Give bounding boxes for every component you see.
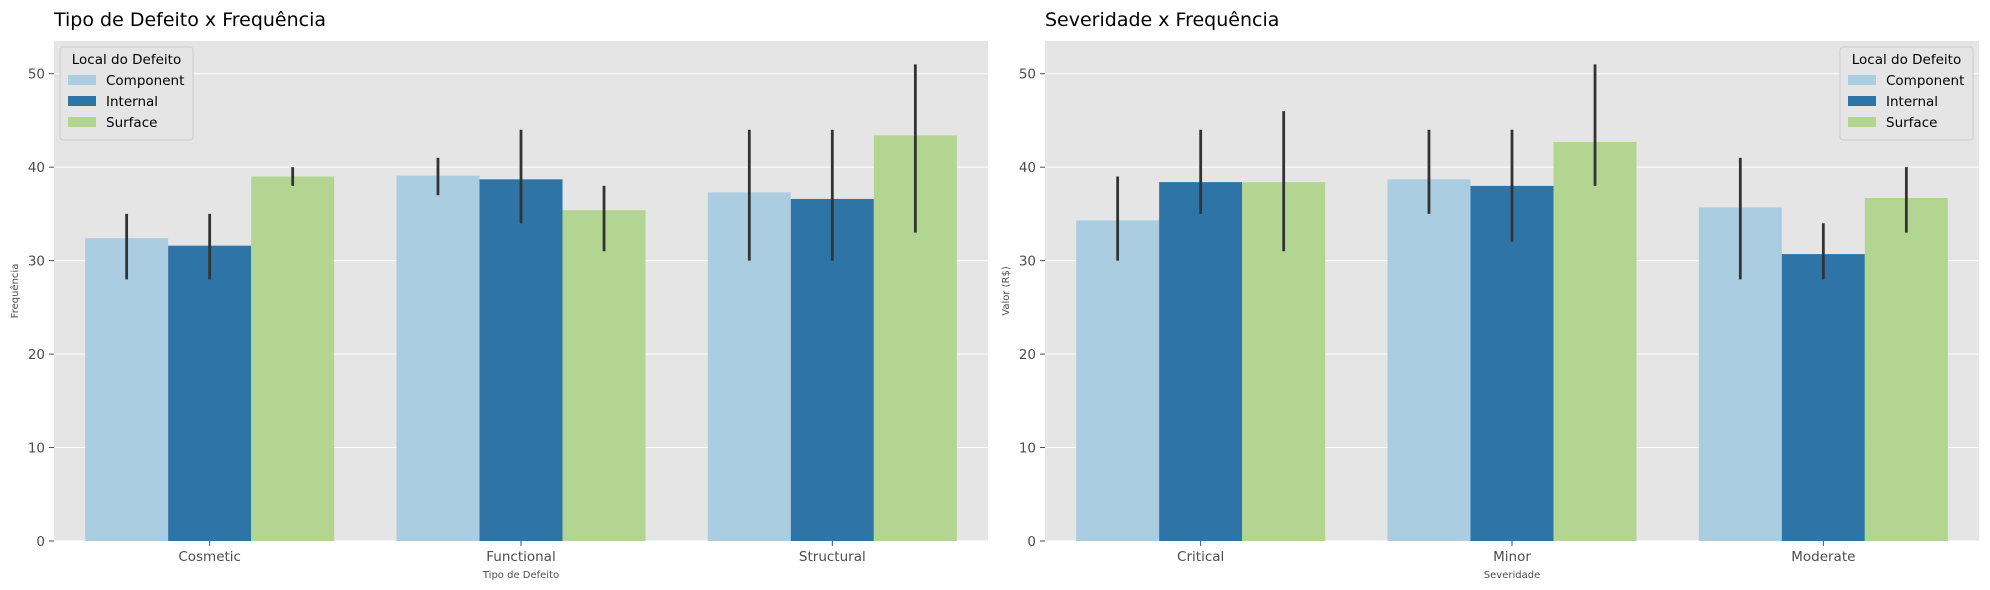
- legend-title: Local do Defeito: [72, 52, 181, 68]
- x-tick-label: Critical: [1177, 549, 1224, 565]
- legend-swatch-surface: [1848, 117, 1876, 127]
- y-tick-label: 0: [36, 534, 45, 550]
- legend-label-internal: Internal: [106, 94, 158, 110]
- y-axis-label: Frequência: [9, 264, 21, 319]
- y-tick-label: 20: [28, 347, 45, 363]
- bar-internal-functional: [479, 179, 563, 542]
- x-tick-label: Cosmetic: [178, 549, 241, 565]
- y-tick-label: 50: [1019, 67, 1036, 83]
- legend-title: Local do Defeito: [1852, 52, 1961, 68]
- bar-component-cosmetic: [85, 238, 169, 541]
- y-tick-label: 30: [1019, 254, 1036, 270]
- bar-surface-moderate: [1864, 198, 1948, 541]
- bar-surface-minor: [1553, 141, 1637, 542]
- x-axis-label: Tipo de Defeito: [482, 570, 559, 581]
- y-tick-label: 10: [28, 441, 45, 457]
- chart-title: Tipo de Defeito x Frequência: [53, 9, 326, 31]
- bar-internal-cosmetic: [168, 245, 252, 541]
- bar-surface-functional: [562, 210, 646, 541]
- y-tick-label: 40: [28, 160, 45, 176]
- bar-component-functional: [396, 175, 480, 541]
- legend-label-component: Component: [1886, 73, 1964, 89]
- chart-panel-1: 0 10 20 30 40 50 Cosmetic Functional Structural T…: [9, 9, 988, 581]
- y-tick-label: 20: [1019, 347, 1036, 363]
- legend: Local do Defeito Component Internal Surface: [59, 46, 194, 141]
- legend-label-surface: Surface: [106, 115, 157, 131]
- x-tick-label: Minor: [1493, 549, 1531, 565]
- legend-label-surface: Surface: [1886, 115, 1937, 131]
- bar-internal-critical: [1159, 182, 1243, 541]
- legend: Local do Defeito Component Internal Surface: [1839, 46, 1974, 141]
- bar-component-critical: [1076, 220, 1160, 541]
- bar-internal-moderate: [1781, 254, 1865, 541]
- legend-label-internal: Internal: [1886, 94, 1938, 110]
- legend-box: [59, 46, 194, 141]
- legend-swatch-component: [68, 75, 96, 85]
- y-tick-label: 10: [1019, 441, 1036, 457]
- legend-label-component: Component: [106, 73, 184, 89]
- x-tick-label: Functional: [486, 549, 555, 565]
- y-axis-label: Valor (R$): [1001, 266, 1012, 316]
- bar-surface-cosmetic: [251, 176, 335, 541]
- bar-component-minor: [1387, 179, 1471, 542]
- chart-title: Severidade x Frequência: [1045, 9, 1279, 31]
- chart-panel-2: 0 10 20 30 40 50 Critical Minor Moderate Severida…: [1001, 9, 1979, 581]
- legend-swatch-surface: [68, 117, 96, 127]
- x-tick-label: Moderate: [1791, 549, 1855, 565]
- legend-swatch-component: [1848, 75, 1876, 85]
- legend-box: [1839, 46, 1974, 141]
- y-tick-label: 40: [1019, 160, 1036, 176]
- bar-internal-minor: [1470, 185, 1554, 542]
- legend-swatch-internal: [1848, 96, 1876, 106]
- x-tick-label: Structural: [799, 549, 866, 565]
- y-tick-label: 0: [1027, 534, 1036, 550]
- y-tick-label: 50: [28, 67, 45, 83]
- legend-swatch-internal: [68, 96, 96, 106]
- y-tick-label: 30: [28, 254, 45, 270]
- x-axis-label: Severidade: [1484, 570, 1540, 581]
